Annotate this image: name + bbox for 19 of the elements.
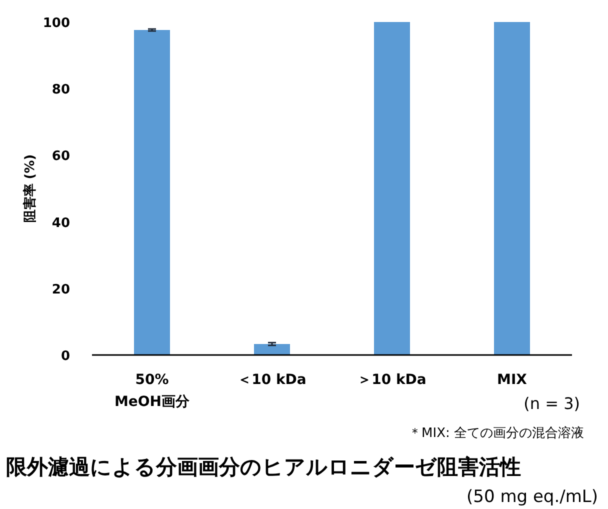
x-tick-label: ＞10 kDa [358, 372, 426, 388]
x-tick-label: 50% MeOH画分 [114, 372, 191, 410]
x-tick-label: ＜10 kDa [238, 372, 306, 388]
bar [494, 22, 530, 355]
text: 限外濾過による分画画分のヒアルロニダーゼ阻害活性 [6, 455, 521, 479]
bar [254, 344, 290, 355]
y-tick-label: 40 [52, 216, 70, 231]
x-tick-label: MIX [497, 372, 528, 388]
bar [134, 30, 170, 355]
y-tick-label: 20 [52, 282, 70, 298]
y-tick-label: 60 [52, 149, 70, 164]
text: (50 mg eq./mL) [466, 487, 598, 507]
text: ＊MIX: 全ての画分の混合溶液 [408, 425, 584, 441]
bar [374, 22, 410, 355]
text: (n = 3) [524, 394, 580, 413]
y-tick-label: 80 [52, 82, 70, 98]
y-axis-title: 阻害率 (%) [22, 154, 38, 223]
y-tick-label: 0 [60, 349, 70, 364]
y-tick-label: 100 [42, 16, 70, 31]
